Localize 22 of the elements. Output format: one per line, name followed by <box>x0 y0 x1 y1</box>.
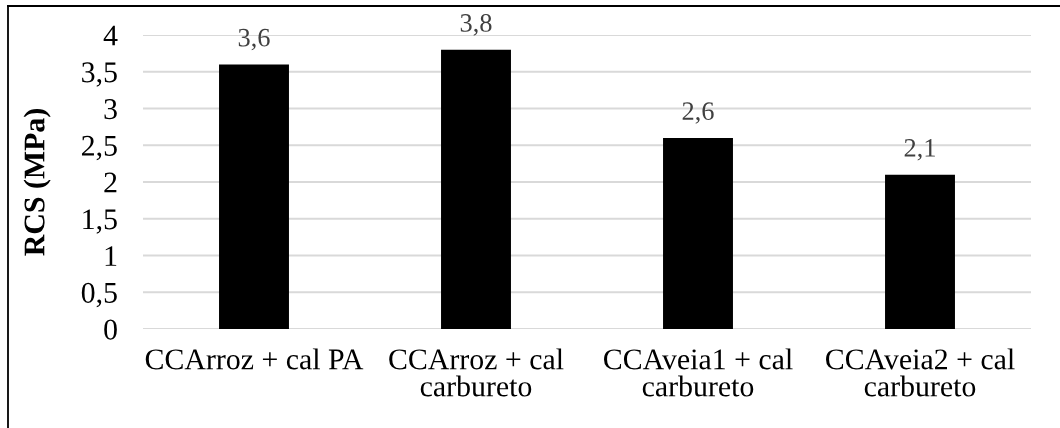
data-label: 2,1 <box>904 139 935 161</box>
y-tick-label: 3 <box>104 99 117 120</box>
y-tick-label: 0,5 <box>81 282 117 308</box>
y-tick-label: 3,5 <box>82 62 117 87</box>
y-tick-label: 4 <box>103 25 118 46</box>
y-axis-title: RCS (MPa) <box>23 109 51 256</box>
x-tick-label: CCArroz + cal carbureto <box>389 348 564 397</box>
x-tick-label: CCAveia2 + cal carbureto <box>826 348 1015 397</box>
y-tick-label: 0 <box>104 319 117 340</box>
bar <box>441 49 511 329</box>
bar <box>663 137 733 329</box>
y-tick-label: 2,5 <box>81 135 117 161</box>
data-label: 3,6 <box>238 28 270 51</box>
y-tick-label: 1 <box>105 246 117 266</box>
data-label: 3,8 <box>460 14 492 36</box>
bar <box>219 64 289 329</box>
y-tick-label: 1,5 <box>83 209 117 234</box>
x-tick-label: CCAveia1 + cal carbureto <box>604 348 793 397</box>
data-label: 2,6 <box>682 102 714 124</box>
bar <box>885 174 955 329</box>
y-tick-label: 2 <box>104 172 117 193</box>
x-tick-label: CCArroz + cal PA <box>145 348 364 370</box>
